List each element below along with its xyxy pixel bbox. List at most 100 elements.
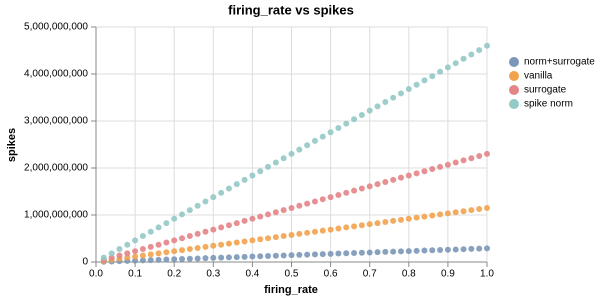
point [390,217,397,224]
point [421,247,428,254]
point [163,239,170,246]
point [382,179,389,186]
point [288,204,295,211]
point [405,172,412,179]
point [429,247,436,254]
point [335,124,342,131]
point [132,248,139,255]
point [429,166,436,173]
y-axis-title: spikes [6,128,18,162]
point [319,251,326,258]
point [233,239,240,246]
point [155,250,162,257]
point [484,245,490,252]
point [484,42,490,49]
x-tick-label: 0.2 [167,269,181,280]
point [358,111,365,118]
point [343,189,350,196]
x-axis-title: firing_rate [264,284,318,296]
point [437,163,444,170]
point [343,224,350,231]
point [437,247,444,254]
point [139,252,146,259]
point [171,256,178,263]
x-tick-label: 0.3 [206,269,220,280]
legend-label: spike norm [524,99,573,110]
point [358,249,365,256]
legend-label: surrogate [524,85,567,96]
point [444,161,451,168]
point [468,155,475,162]
point [171,237,178,244]
point [374,249,381,256]
point [374,220,381,227]
point [421,77,428,84]
point [382,248,389,255]
point [358,185,365,192]
point [280,252,287,259]
x-tick-label: 0.9 [441,269,455,280]
x-tick-label: 0.8 [402,269,416,280]
point [265,253,272,260]
point [413,170,420,177]
point [405,248,412,255]
point [429,212,436,219]
point [304,251,311,258]
point [241,238,248,245]
point [319,227,326,234]
point [249,215,256,222]
point [241,253,248,260]
point [319,196,326,203]
x-tick-label: 0.4 [245,269,259,280]
point [296,230,303,237]
point [405,86,412,93]
point [210,194,217,201]
point [179,247,186,254]
point [288,252,295,259]
point [343,250,350,257]
point [171,215,178,222]
point [288,150,295,157]
point [194,244,201,251]
point [460,157,467,164]
point [257,168,264,175]
point [202,228,209,235]
point [437,211,444,218]
point [155,224,162,231]
point [155,256,162,263]
point [327,194,334,201]
point [476,245,483,252]
point [304,229,311,236]
point [468,207,475,214]
point [265,211,272,218]
x-tick-label: 0.0 [89,269,103,280]
point [124,241,131,248]
point [139,246,146,253]
point [171,248,178,255]
point [468,51,475,58]
point [108,250,115,257]
point [327,226,334,233]
point [444,246,451,253]
point [139,257,146,264]
point [468,245,475,252]
legend-label: vanilla [524,71,553,82]
point [147,251,154,258]
point [476,206,483,213]
point [311,198,318,205]
point [484,150,490,157]
point [304,200,311,207]
point [241,217,248,224]
point [225,222,232,229]
y-tick-label: 0 [82,257,88,268]
point [280,155,287,162]
point [179,235,186,242]
point [413,81,420,88]
legend-swatch [509,57,519,67]
point [116,252,123,259]
point [484,204,490,211]
point [272,252,279,259]
point [374,181,381,188]
point [382,219,389,226]
